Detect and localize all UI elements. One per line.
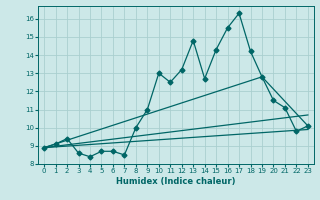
X-axis label: Humidex (Indice chaleur): Humidex (Indice chaleur) <box>116 177 236 186</box>
